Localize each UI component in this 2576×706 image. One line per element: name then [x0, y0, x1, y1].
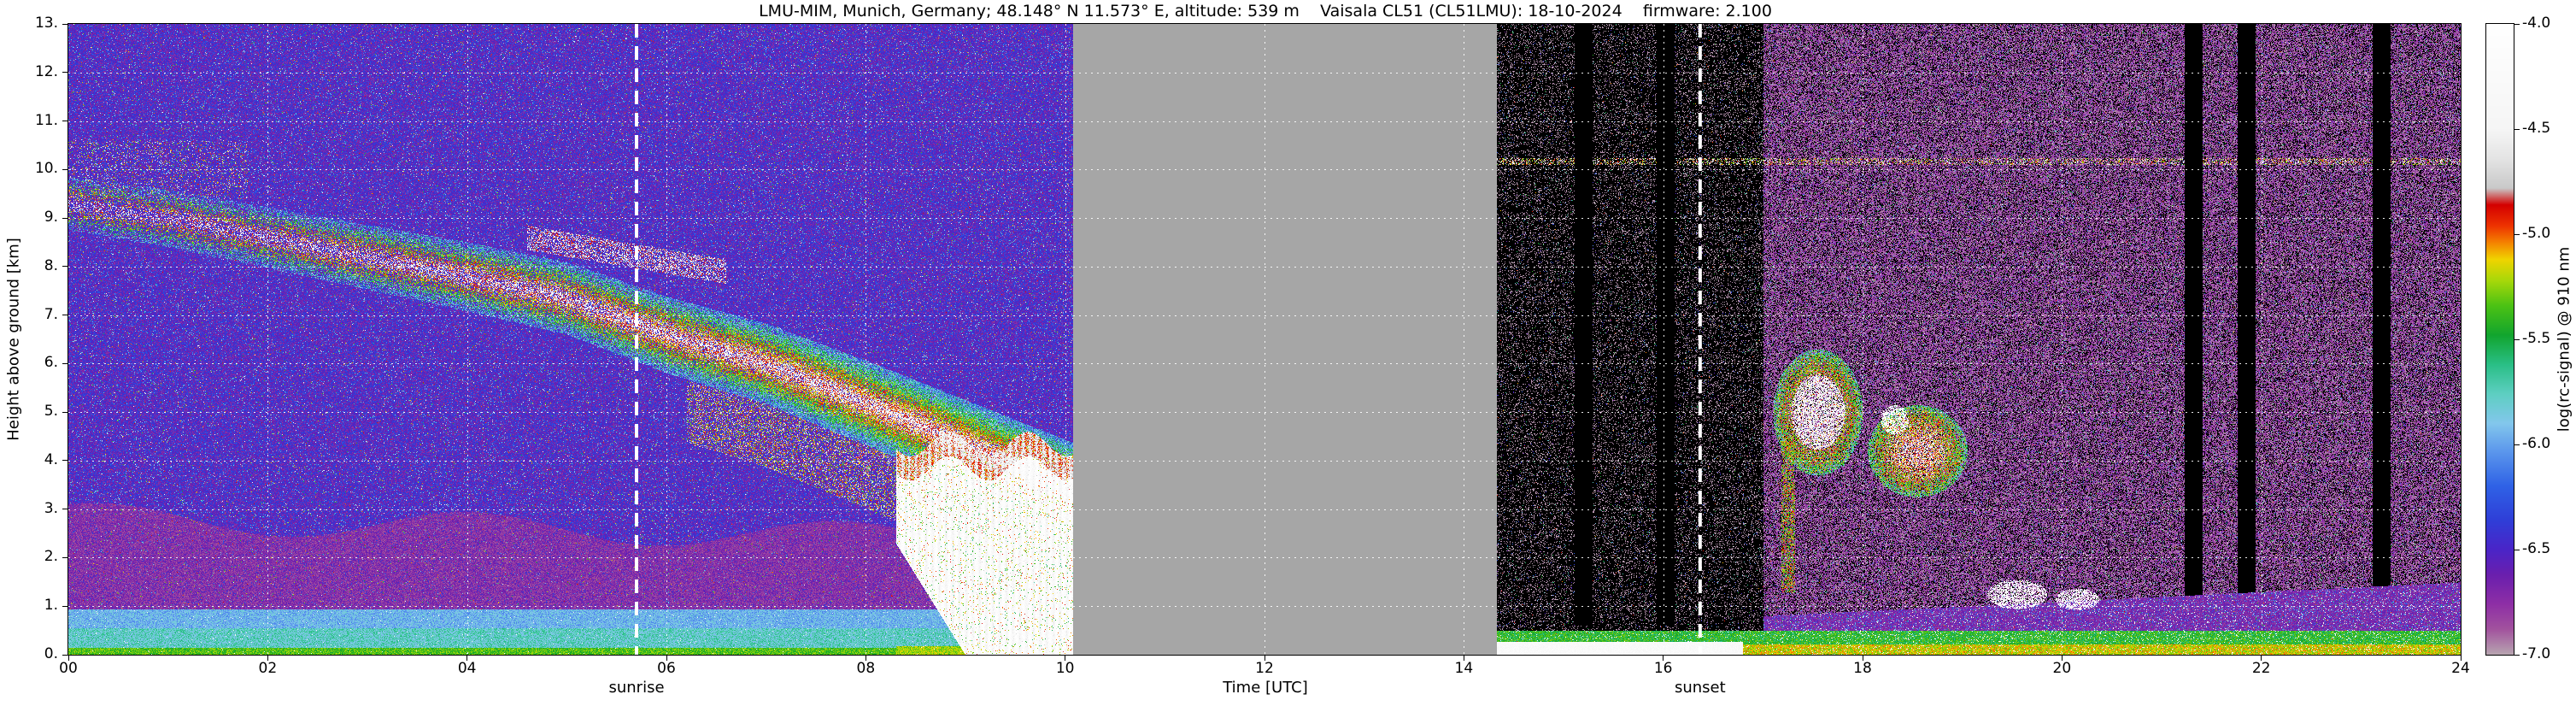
colorbar-tick-label: -6.5	[2522, 540, 2550, 557]
colorbar-tick-label: -4.5	[2522, 120, 2550, 137]
x-tick-label: 20	[2053, 660, 2072, 677]
x-tick-label: 10	[1056, 660, 1075, 677]
y-tick-mark	[62, 460, 68, 461]
y-tick-label: 1.	[21, 597, 58, 614]
y-tick-mark	[62, 412, 68, 413]
ceilometer-quicklook-figure: LMU-MIM, Munich, Germany; 48.148° N 11.5…	[0, 0, 2576, 706]
y-tick-label: 4.	[21, 451, 58, 468]
x-tick-label: 14	[1455, 660, 1474, 677]
y-tick-label: 11.	[21, 112, 58, 129]
colorbar-tick-mark	[2514, 24, 2520, 25]
chart-title: LMU-MIM, Munich, Germany; 48.148° N 11.5…	[759, 2, 1772, 21]
colorbar-tick-mark	[2514, 129, 2520, 130]
y-tick-mark	[62, 557, 68, 558]
heatmap-plot	[67, 23, 2462, 656]
colorbar-tick-mark	[2514, 655, 2520, 656]
x-tick-label: 02	[259, 660, 278, 677]
colorbar-tick-mark	[2514, 234, 2520, 235]
colorbar-tick-label: -7.0	[2522, 645, 2550, 662]
x-tick-label: 12	[1255, 660, 1274, 677]
y-tick-mark	[62, 266, 68, 267]
y-tick-mark	[62, 655, 68, 656]
y-tick-label: 10.	[21, 160, 58, 177]
colorbar	[2485, 23, 2514, 656]
y-tick-label: 7.	[21, 306, 58, 323]
x-tick-label: 04	[458, 660, 477, 677]
colorbar-tick-label: -6.0	[2522, 435, 2550, 452]
y-tick-label: 3.	[21, 500, 58, 517]
x-tick-label: 08	[857, 660, 876, 677]
y-tick-mark	[62, 363, 68, 364]
x-tick-label: 00	[59, 660, 78, 677]
colorbar-tick-label: -4.0	[2522, 15, 2550, 32]
y-tick-mark	[62, 72, 68, 73]
colorbar-tick-label: -5.0	[2522, 225, 2550, 242]
x-tick-label: 24	[2451, 660, 2470, 677]
colorbar-tick-mark	[2514, 444, 2520, 445]
colorbar-tick-label: -5.5	[2522, 330, 2550, 347]
x-tick-label: 22	[2252, 660, 2271, 677]
y-tick-label: 2.	[21, 548, 58, 565]
colorbar-label: log(rc-signal) @ 910 nm	[2555, 247, 2573, 432]
y-tick-mark	[62, 218, 68, 219]
x-tick-label: 16	[1654, 660, 1673, 677]
y-tick-mark	[62, 606, 68, 607]
y-tick-label: 6.	[21, 354, 58, 371]
y-tick-label: 5.	[21, 403, 58, 420]
x-tick-label: 18	[1853, 660, 1872, 677]
y-tick-label: 8.	[21, 257, 58, 274]
y-tick-mark	[62, 169, 68, 170]
x-tick-label: 06	[657, 660, 676, 677]
y-tick-label: 0.	[21, 645, 58, 662]
y-tick-label: 12.	[21, 63, 58, 80]
x-axis-label: Time [UTC]	[1223, 679, 1308, 697]
colorbar-tick-mark	[2514, 339, 2520, 340]
sun-annotation-label-sunset: sunset	[1675, 679, 1726, 697]
y-tick-label: 9.	[21, 209, 58, 226]
y-tick-mark	[62, 24, 68, 25]
sun-annotation-label-sunrise: sunrise	[608, 679, 664, 697]
y-tick-label: 13.	[21, 15, 58, 32]
